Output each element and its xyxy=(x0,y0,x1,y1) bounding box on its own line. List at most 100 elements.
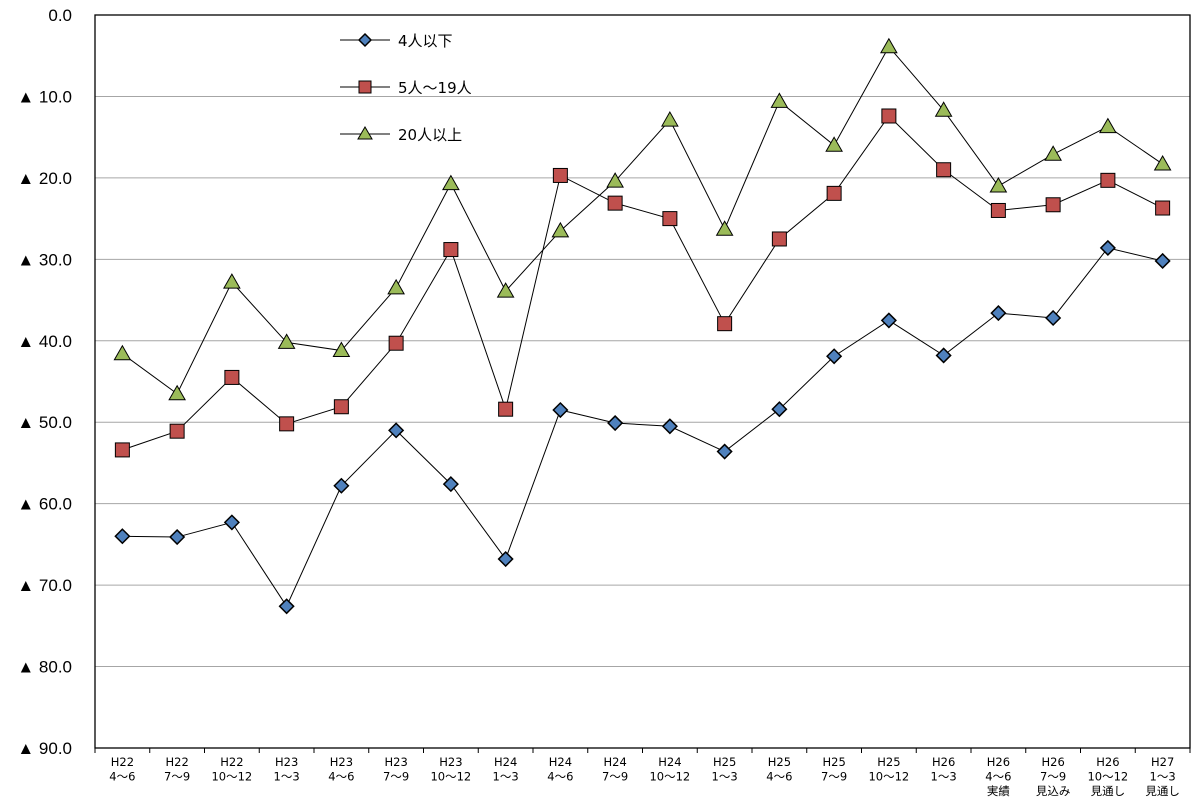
x-tick-label: H24 xyxy=(658,755,681,769)
data-point xyxy=(498,401,514,417)
legend-marker xyxy=(357,32,373,48)
data-point xyxy=(1045,309,1062,327)
series-2 xyxy=(114,108,1171,458)
data-point xyxy=(661,111,679,127)
plot-area-frame xyxy=(94,14,1191,749)
data-point xyxy=(990,202,1006,218)
x-tick-label: 1～3 xyxy=(274,770,300,784)
data-point xyxy=(661,418,678,435)
data-point xyxy=(332,341,351,358)
data-point xyxy=(936,162,952,178)
data-point xyxy=(1154,252,1171,270)
y-tick-label: 0.0 xyxy=(48,6,72,25)
data-point xyxy=(169,528,186,546)
x-tick-label: H22 xyxy=(220,755,243,769)
x-tick-label: 10～12 xyxy=(649,770,690,784)
x-tick-label: H27 xyxy=(1151,755,1174,769)
axes xyxy=(94,14,1191,753)
x-tick-label: 見通し xyxy=(1091,784,1126,798)
data-point xyxy=(1100,172,1116,188)
y-tick-label: ▲ 20.0 xyxy=(17,169,72,188)
data-point xyxy=(880,312,897,329)
data-point xyxy=(717,316,733,332)
data-point xyxy=(826,348,843,365)
data-point xyxy=(333,477,350,494)
legend-marker xyxy=(357,126,373,140)
x-tick-label: H25 xyxy=(768,755,791,769)
x-tick-label: 10～12 xyxy=(1087,770,1128,784)
x-tick-label: 7～9 xyxy=(383,770,409,784)
data-point xyxy=(223,273,241,289)
data-point xyxy=(826,185,842,201)
series-lines xyxy=(113,37,1172,615)
data-point xyxy=(607,195,623,211)
data-point xyxy=(662,211,678,227)
x-tick-label: 4～6 xyxy=(328,770,354,784)
data-point xyxy=(224,369,240,385)
data-point xyxy=(1099,117,1117,134)
data-point xyxy=(716,443,733,460)
data-point xyxy=(990,305,1007,322)
x-tick-label: 7～9 xyxy=(1040,770,1066,784)
data-point xyxy=(825,136,843,152)
legend-label: 5人～19人 xyxy=(398,79,472,97)
x-tick-label: 見通し xyxy=(1145,784,1180,798)
legend-item: 4人以下 xyxy=(340,32,453,50)
x-tick-label: H23 xyxy=(275,755,298,769)
data-point xyxy=(169,423,185,439)
data-point xyxy=(934,101,953,117)
x-tick-label: H24 xyxy=(494,755,517,769)
data-point xyxy=(113,344,132,361)
data-point xyxy=(388,335,404,351)
legend-item: 5人～19人 xyxy=(340,79,472,97)
x-tick-label: 実績 xyxy=(987,784,1010,798)
data-point xyxy=(333,399,349,415)
x-tick-label: 1～3 xyxy=(712,770,738,784)
data-point xyxy=(114,528,131,545)
x-tick-label: 7～9 xyxy=(821,770,847,784)
data-point xyxy=(607,414,624,432)
x-tick-label: H26 xyxy=(1096,755,1119,769)
data-point xyxy=(223,514,240,531)
x-tick-label: H26 xyxy=(932,755,955,769)
data-point xyxy=(277,333,296,349)
data-point xyxy=(442,174,460,191)
x-tick-label: H24 xyxy=(603,755,626,769)
x-tick-label: H24 xyxy=(549,755,572,769)
x-tick-label: 4～6 xyxy=(766,770,792,784)
y-tick-label: ▲ 70.0 xyxy=(17,576,72,595)
data-point xyxy=(989,177,1008,193)
data-point xyxy=(1045,197,1061,213)
x-tick-label: 10～12 xyxy=(211,770,252,784)
x-tick-label: 1～3 xyxy=(1150,770,1176,784)
x-tick-label: H26 xyxy=(1041,755,1064,769)
series-line xyxy=(122,247,1163,608)
data-point xyxy=(442,476,459,493)
data-point xyxy=(1099,239,1116,256)
y-tick-label: ▲ 60.0 xyxy=(17,495,72,514)
data-point xyxy=(1155,200,1171,216)
data-point xyxy=(443,242,459,258)
legend: 4人以下 5人～19人 20人以上 xyxy=(340,32,472,144)
data-point xyxy=(881,108,897,124)
x-tick-label: 4～6 xyxy=(547,770,573,784)
x-tick-label: 4～6 xyxy=(985,770,1011,784)
series-3 xyxy=(113,37,1172,401)
x-tick-label: 7～9 xyxy=(602,770,628,784)
x-tick-label: 見込み xyxy=(1036,784,1071,798)
x-tick-label: H23 xyxy=(439,755,462,769)
data-point xyxy=(387,278,405,295)
series-line xyxy=(122,45,1163,395)
x-tick-label: 7～9 xyxy=(164,770,190,784)
y-tick-label: ▲ 30.0 xyxy=(17,250,72,269)
series-line xyxy=(122,115,1163,451)
data-point xyxy=(1044,145,1062,161)
x-tick-label: 1～3 xyxy=(931,770,957,784)
data-point xyxy=(771,401,788,418)
x-tick-label: H25 xyxy=(822,755,845,769)
y-tick-label: ▲ 90.0 xyxy=(17,739,72,758)
x-tick-label: H23 xyxy=(330,755,353,769)
legend-label: 20人以上 xyxy=(398,126,462,144)
x-tick-label: H26 xyxy=(987,755,1010,769)
